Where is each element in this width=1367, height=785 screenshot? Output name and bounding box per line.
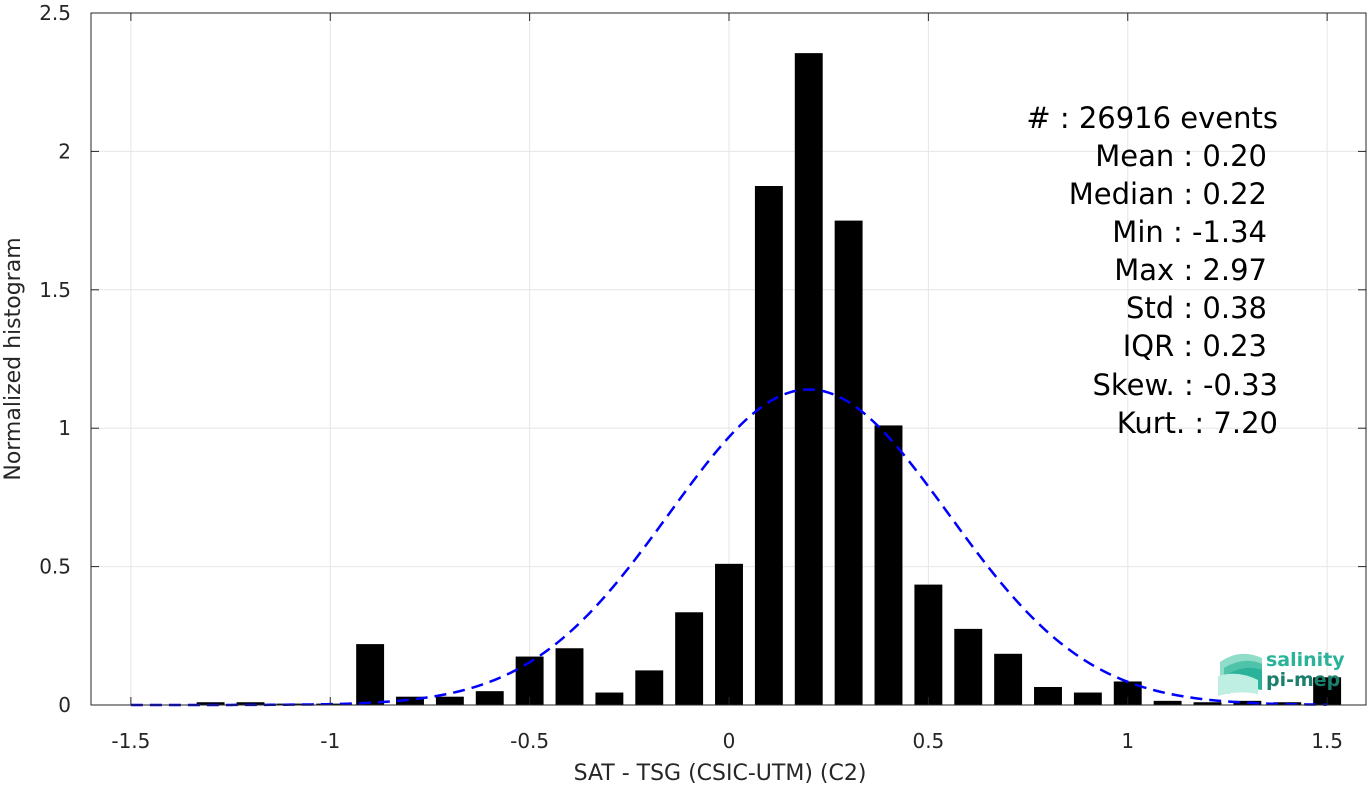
x-tick-label: 0	[723, 729, 736, 753]
histogram-bar	[356, 644, 385, 705]
histogram-bar	[874, 425, 903, 705]
histogram-bar	[675, 612, 704, 705]
y-tick-label: 2.5	[39, 1, 71, 25]
logo-text-pi-mep: pi-mep	[1266, 669, 1340, 691]
x-tick-label: 1	[1121, 729, 1134, 753]
histogram-bar	[1113, 681, 1142, 705]
x-tick-label: -1	[320, 729, 340, 753]
histogram-bar	[994, 653, 1023, 705]
histogram-bar	[954, 628, 983, 705]
stat-kurt: Kurt. : 7.20	[1117, 406, 1278, 440]
histogram-bar	[914, 584, 943, 705]
histogram-bar	[595, 692, 624, 705]
x-axis-label: SAT - TSG (CSIC-UTM) (C2)	[574, 761, 867, 785]
histogram-bar	[635, 670, 664, 705]
x-tick-label: -1.5	[111, 729, 150, 753]
stat-median: Median : 0.22	[1069, 177, 1267, 211]
histogram-bar	[515, 656, 544, 705]
histogram-bar	[754, 186, 783, 705]
histogram-bar	[715, 563, 743, 705]
y-tick-label: 2	[58, 139, 71, 163]
stat-mean: Mean : 0.20	[1095, 139, 1267, 173]
histogram-bar	[475, 691, 504, 705]
y-tick-label: 0.5	[39, 555, 71, 579]
stat-min: Min : -1.34	[1112, 215, 1267, 249]
histogram-bar	[196, 702, 225, 705]
histogram-bar	[1073, 692, 1102, 705]
histogram-bar	[834, 220, 863, 705]
y-tick-label: 1.5	[39, 278, 71, 302]
y-axis-label: Normalized histogram	[1, 237, 26, 480]
x-tick-label: 0.5	[912, 729, 944, 753]
x-tick-label: -0.5	[510, 729, 549, 753]
statistics-annotation: # : 26916 events Mean : 0.20 Median : 0.…	[1026, 101, 1278, 440]
histogram-bar	[1034, 687, 1062, 705]
salinity-pi-mep-logo: salinity pi-mep	[1218, 649, 1345, 696]
logo-wave-icon	[1218, 653, 1262, 696]
histogram-bar	[555, 648, 584, 705]
stat-skew: Skew. : -0.33	[1092, 368, 1278, 402]
stat-std: Std : 0.38	[1126, 291, 1267, 325]
histogram-bar	[435, 696, 464, 705]
y-axis-ticks: 0 0.5 1 1.5 2 2.5	[39, 1, 1366, 717]
histogram-bar	[236, 702, 265, 705]
stat-events: # : 26916 events	[1026, 101, 1278, 135]
histogram-bar	[794, 53, 823, 706]
x-axis-ticks: -1.5 -1 -0.5 0 0.5 1 1.5	[111, 13, 1343, 753]
logo-text-salinity: salinity	[1266, 649, 1345, 671]
histogram-bar	[1193, 702, 1222, 705]
histogram-bar	[1153, 700, 1182, 705]
x-tick-label: 1.5	[1311, 729, 1343, 753]
y-tick-label: 0	[58, 693, 71, 717]
y-tick-label: 1	[58, 416, 71, 440]
stat-max: Max : 2.97	[1114, 253, 1267, 287]
histogram-bar	[396, 696, 424, 705]
stat-iqr: IQR : 0.23	[1123, 329, 1267, 363]
histogram-bars	[196, 53, 1342, 706]
